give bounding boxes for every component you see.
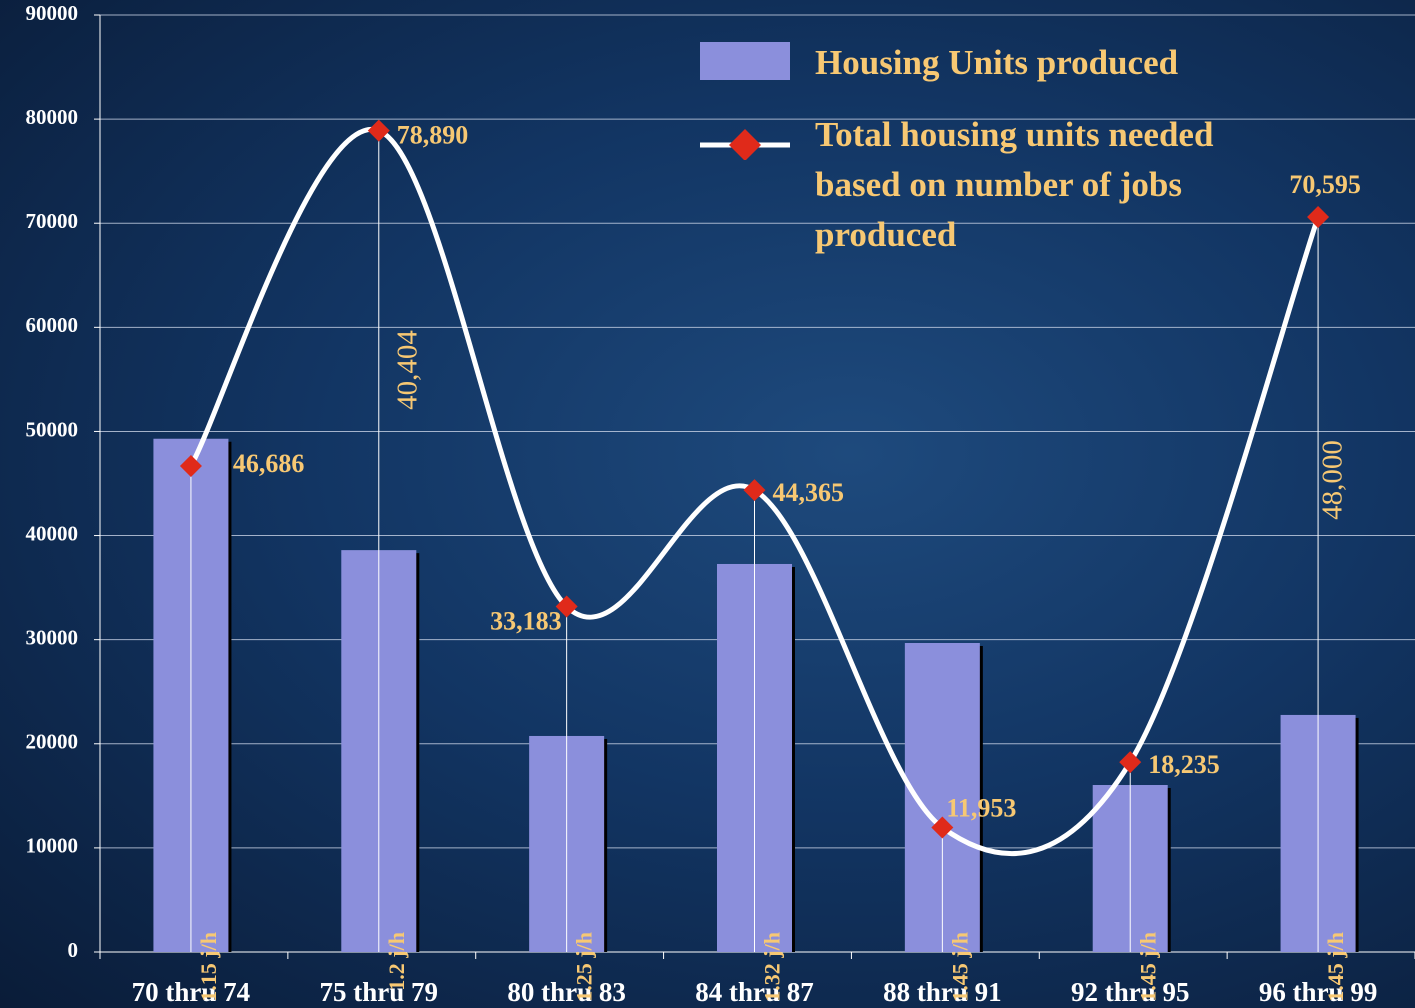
legend-label: Housing Units produced: [815, 43, 1178, 82]
y-tick-label: 60000: [26, 313, 79, 337]
bar-note: 1.32 j/h: [760, 932, 785, 1002]
bar-note: 1.45 j/h: [1323, 932, 1348, 1002]
y-tick-label: 40000: [26, 521, 79, 545]
data-label: 11,953: [946, 794, 1016, 823]
legend-marker-swatch: [729, 129, 761, 160]
x-tick-label: 80 thru 83: [507, 977, 626, 1007]
legend-item: Total housing units needed based on numb…: [700, 110, 1285, 260]
y-tick-label: 70000: [26, 209, 79, 233]
bar-note: 1.15 j/h: [196, 932, 221, 1002]
y-tick-label: 10000: [26, 834, 79, 858]
data-label: 78,890: [397, 121, 469, 150]
legend-swatch: [700, 110, 792, 160]
x-tick-label: 84 thru 87: [695, 977, 814, 1007]
bar-note: 1.2 j/h: [384, 932, 409, 991]
annotation: 40,404: [392, 330, 424, 410]
annotation: 48,000: [1317, 440, 1349, 520]
x-tick-label: 70 thru 74: [132, 977, 251, 1007]
data-label: 33,183: [490, 606, 562, 635]
bar-note: 1.25 j/h: [572, 932, 597, 1002]
y-tick-label: 80000: [26, 105, 79, 129]
legend-swatch: [700, 38, 792, 88]
y-tick-label: 0: [68, 938, 79, 962]
marker: [1307, 206, 1329, 228]
data-label: 18,235: [1148, 750, 1220, 779]
chart: 0 10000 20000 30000 40000 50000 60000 70000 8000…: [0, 0, 1415, 1008]
legend-label: Total housing units needed based on numb…: [815, 115, 1213, 254]
data-label: 70,595: [1289, 170, 1361, 199]
x-tick-label: 88 thru 91: [883, 977, 1002, 1007]
y-tick-label: 30000: [26, 625, 79, 649]
data-label: 46,686: [233, 449, 305, 478]
y-tick-label: 20000: [26, 730, 79, 754]
legend: Housing Units produced Total housing uni…: [700, 38, 1300, 260]
legend-bar-swatch: [700, 42, 790, 80]
y-tick-label: 90000: [26, 1, 79, 25]
bar-note: 1.45 j/h: [1135, 932, 1160, 1002]
bar-note: 1.45 j/h: [947, 932, 972, 1002]
x-tick-label: 92 thru 95: [1071, 977, 1190, 1007]
data-label: 44,365: [773, 478, 845, 507]
x-tick-label: 96 thru 99: [1259, 977, 1378, 1007]
legend-item: Housing Units produced: [700, 38, 1300, 88]
x-tick-label: 75 thru 79: [320, 977, 439, 1007]
y-tick-label: 50000: [26, 417, 79, 441]
